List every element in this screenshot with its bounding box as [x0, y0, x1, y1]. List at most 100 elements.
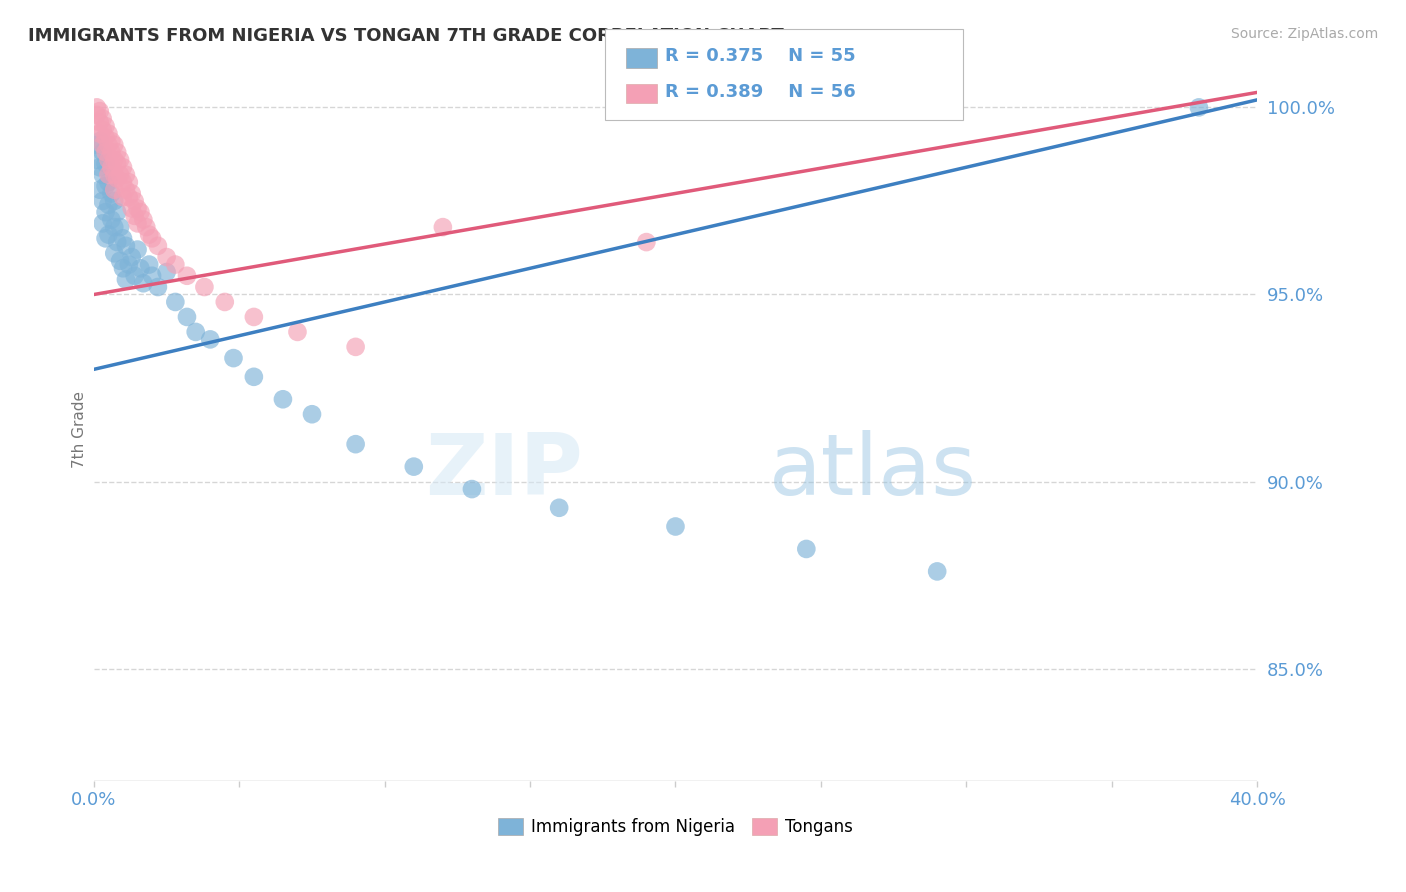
Point: [100, 161, 122, 175]
Point: [132, 277, 155, 291]
Point: [127, 216, 149, 230]
Point: [146, 280, 169, 294]
Point: [129, 261, 152, 276]
Point: [97, 227, 120, 242]
Point: [103, 137, 125, 152]
Point: [636, 235, 658, 249]
Point: [176, 310, 198, 324]
Point: [86, 100, 108, 114]
Point: [100, 145, 122, 160]
Point: [108, 168, 131, 182]
Point: [121, 186, 143, 201]
Text: Source: ZipAtlas.com: Source: ZipAtlas.com: [1230, 27, 1378, 41]
Point: [193, 280, 215, 294]
Point: [105, 171, 128, 186]
Point: [461, 482, 484, 496]
Y-axis label: 7th Grade: 7th Grade: [72, 391, 87, 467]
Legend: Immigrants from Nigeria, Tongans: Immigrants from Nigeria, Tongans: [491, 812, 859, 843]
Point: [141, 231, 163, 245]
Point: [127, 202, 149, 216]
Point: [271, 392, 294, 407]
Point: [115, 239, 138, 253]
Point: [97, 137, 120, 152]
Point: [91, 123, 114, 137]
Point: [108, 220, 131, 235]
Point: [94, 145, 117, 160]
Point: [105, 156, 128, 170]
Point: [111, 231, 134, 245]
Point: [135, 220, 157, 235]
Point: [129, 205, 152, 219]
Point: [97, 153, 120, 167]
Text: atlas: atlas: [769, 430, 977, 513]
Point: [105, 205, 128, 219]
Point: [111, 175, 134, 189]
Point: [100, 186, 122, 201]
Point: [86, 108, 108, 122]
Point: [94, 130, 117, 145]
Point: [200, 332, 222, 346]
Point: [222, 351, 245, 365]
Point: [927, 565, 949, 579]
Point: [108, 153, 131, 167]
Point: [115, 183, 138, 197]
Point: [344, 340, 367, 354]
Point: [86, 153, 108, 167]
Point: [118, 175, 141, 189]
Text: R = 0.375    N = 55: R = 0.375 N = 55: [665, 47, 856, 65]
Point: [103, 168, 125, 182]
Text: IMMIGRANTS FROM NIGERIA VS TONGAN 7TH GRADE CORRELATION CHART: IMMIGRANTS FROM NIGERIA VS TONGAN 7TH GR…: [28, 27, 785, 45]
Point: [115, 168, 138, 182]
Point: [94, 178, 117, 193]
Point: [91, 194, 114, 208]
Point: [132, 212, 155, 227]
Point: [301, 407, 323, 421]
Point: [89, 104, 111, 119]
Point: [97, 168, 120, 182]
Point: [89, 134, 111, 148]
Point: [97, 127, 120, 141]
Point: [146, 239, 169, 253]
Point: [103, 220, 125, 235]
Point: [91, 137, 114, 152]
Point: [105, 235, 128, 249]
Point: [103, 183, 125, 197]
Point: [344, 437, 367, 451]
Text: R = 0.389    N = 56: R = 0.389 N = 56: [665, 83, 856, 101]
Point: [141, 268, 163, 283]
Point: [214, 295, 236, 310]
Point: [86, 137, 108, 152]
Point: [121, 202, 143, 216]
Point: [97, 197, 120, 211]
Point: [118, 190, 141, 204]
Point: [103, 194, 125, 208]
Point: [165, 295, 187, 310]
Point: [115, 272, 138, 286]
Point: [794, 541, 817, 556]
Point: [103, 246, 125, 260]
Point: [89, 161, 111, 175]
Point: [91, 216, 114, 230]
Point: [184, 325, 207, 339]
Point: [111, 161, 134, 175]
Point: [548, 500, 571, 515]
Point: [94, 119, 117, 133]
Point: [402, 459, 425, 474]
Point: [91, 145, 114, 160]
Point: [111, 190, 134, 204]
Point: [94, 205, 117, 219]
Point: [89, 127, 111, 141]
Point: [111, 261, 134, 276]
Point: [176, 268, 198, 283]
Point: [124, 194, 146, 208]
Point: [432, 220, 454, 235]
Point: [100, 212, 122, 227]
Point: [100, 134, 122, 148]
Point: [89, 115, 111, 129]
Point: [243, 369, 266, 384]
Text: ZIP: ZIP: [425, 430, 582, 513]
Point: [243, 310, 266, 324]
Point: [94, 156, 117, 170]
Point: [89, 183, 111, 197]
Point: [103, 153, 125, 167]
